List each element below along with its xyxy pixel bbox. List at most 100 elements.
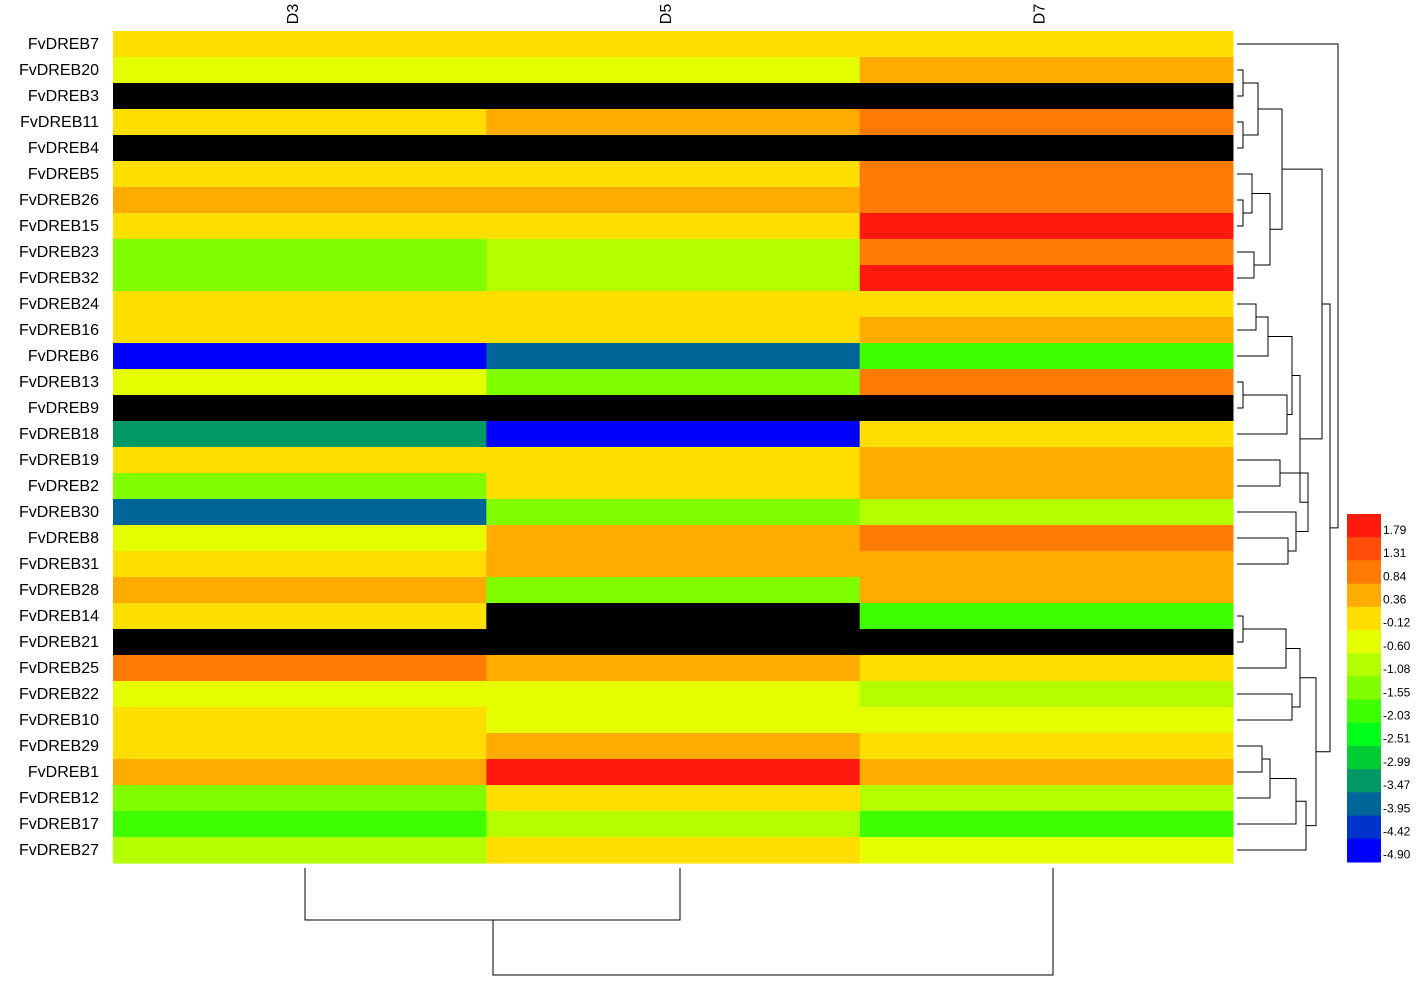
- heatmap-cell: [486, 629, 861, 656]
- heatmap-cell: [113, 447, 487, 474]
- heatmap-cell: [486, 525, 861, 552]
- colorbar-tick-label: 0.36: [1383, 592, 1407, 606]
- heatmap-cell: [113, 395, 487, 422]
- heatmap-cell: [113, 57, 487, 84]
- colorbar-swatch: [1347, 699, 1381, 724]
- heatmap-cell: [113, 31, 487, 58]
- heatmap-cell: [486, 369, 861, 396]
- row-label: FvDREB27: [19, 842, 99, 859]
- colorbar-swatch: [1347, 514, 1381, 538]
- heatmap-cell: [486, 265, 861, 292]
- heatmap-cell: [113, 135, 487, 162]
- heatmap-cell: [859, 447, 1234, 474]
- row-label: FvDREB9: [28, 400, 99, 417]
- heatmap-cell: [486, 109, 861, 136]
- colorbar-swatch: [1347, 792, 1381, 817]
- colorbar-tick-label: -4.90: [1383, 848, 1411, 862]
- heatmap-cell: [486, 239, 861, 266]
- heatmap-cell: [113, 213, 487, 240]
- colorbar-tick-label: -0.60: [1383, 639, 1411, 653]
- heatmap-cell: [859, 395, 1234, 422]
- row-label: FvDREB23: [19, 244, 99, 261]
- heatmap-cell: [859, 577, 1234, 604]
- colorbar-tick-label: -4.42: [1383, 824, 1411, 838]
- heatmap-cell: [486, 759, 861, 786]
- heatmap-cell: [486, 603, 861, 630]
- colorbar-swatch: [1347, 653, 1381, 677]
- heatmap-cell: [859, 317, 1234, 344]
- heatmap-cell: [113, 161, 487, 188]
- colorbar-swatch: [1347, 838, 1381, 863]
- colorbar-swatch: [1347, 606, 1381, 631]
- row-label: FvDREB6: [28, 348, 99, 365]
- heatmap-cell: [113, 499, 487, 526]
- heatmap-cell: [859, 109, 1234, 136]
- heatmap-cell: [113, 629, 487, 656]
- row-label: FvDREB28: [19, 582, 99, 599]
- heatmap-cell: [486, 31, 861, 58]
- colorbar-tick-label: 1.31: [1383, 546, 1407, 560]
- heatmap-cell: [859, 837, 1234, 864]
- heatmap-cell: [113, 343, 487, 370]
- row-label: FvDREB3: [28, 88, 99, 105]
- heatmap-cell: [113, 551, 487, 578]
- row-label: FvDREB14: [19, 608, 99, 625]
- heatmap-cell: [859, 343, 1234, 370]
- heatmap-cell: [113, 239, 487, 266]
- colorbar-tick-label: -2.03: [1383, 708, 1411, 722]
- colorbar-swatch: [1347, 537, 1381, 561]
- heatmap-cell: [113, 759, 487, 786]
- heatmap-cell: [859, 551, 1234, 578]
- row-label: FvDREB25: [19, 660, 99, 677]
- colorbar-tick-label: 1.79: [1383, 523, 1407, 537]
- row-label: FvDREB7: [28, 36, 99, 53]
- heatmap-cell: [859, 759, 1234, 786]
- heatmap-cell: [859, 187, 1234, 214]
- row-label: FvDREB16: [19, 322, 99, 339]
- heatmap-cell: [113, 291, 487, 318]
- column-label: D3: [285, 4, 302, 25]
- row-label: FvDREB10: [19, 712, 99, 729]
- row-label: FvDREB5: [28, 166, 99, 183]
- heatmap-cell: [113, 369, 487, 396]
- heatmap-cell: [113, 785, 487, 812]
- colorbar-tick-label: -1.08: [1383, 662, 1411, 676]
- heatmap-cell: [486, 655, 861, 682]
- heatmap-cell: [486, 707, 861, 734]
- heatmap-cell: [486, 161, 861, 188]
- heatmap-cell: [486, 785, 861, 812]
- heatmap-cell: [859, 291, 1234, 318]
- heatmap-cell: [859, 31, 1234, 58]
- heatmap-cell: [486, 317, 861, 344]
- heatmap-cell: [486, 733, 861, 760]
- heatmap-cell: [486, 447, 861, 474]
- heatmap-cell: [113, 421, 487, 448]
- row-label: FvDREB21: [19, 634, 99, 651]
- row-label: FvDREB20: [19, 62, 99, 79]
- row-label: FvDREB30: [19, 504, 99, 521]
- colorbar-swatch: [1347, 722, 1381, 747]
- row-label: FvDREB32: [19, 270, 99, 287]
- heatmap-cell: [859, 369, 1234, 396]
- colorbar-swatch: [1347, 815, 1381, 840]
- row-label: FvDREB4: [28, 140, 99, 157]
- heatmap-cell: [113, 317, 487, 344]
- heatmap-cell: [486, 213, 861, 240]
- heatmap-cell: [486, 395, 861, 422]
- colorbar-swatch: [1347, 583, 1381, 608]
- heatmap-cell: [113, 265, 487, 292]
- heatmap-cell: [859, 499, 1234, 526]
- colorbar-swatch: [1347, 630, 1381, 654]
- heatmap-cell: [113, 811, 487, 838]
- row-label: FvDREB19: [19, 452, 99, 469]
- colorbar-tick-label: -3.47: [1383, 778, 1411, 792]
- heatmap-cell: [486, 473, 861, 500]
- heatmap-cell: [859, 239, 1234, 266]
- heatmap-cell: [113, 473, 487, 500]
- heatmap-cell: [486, 343, 861, 370]
- colorbar-swatch: [1347, 676, 1381, 701]
- heatmap-cell: [859, 161, 1234, 188]
- row-label: FvDREB15: [19, 218, 99, 235]
- heatmap-cell: [113, 83, 487, 110]
